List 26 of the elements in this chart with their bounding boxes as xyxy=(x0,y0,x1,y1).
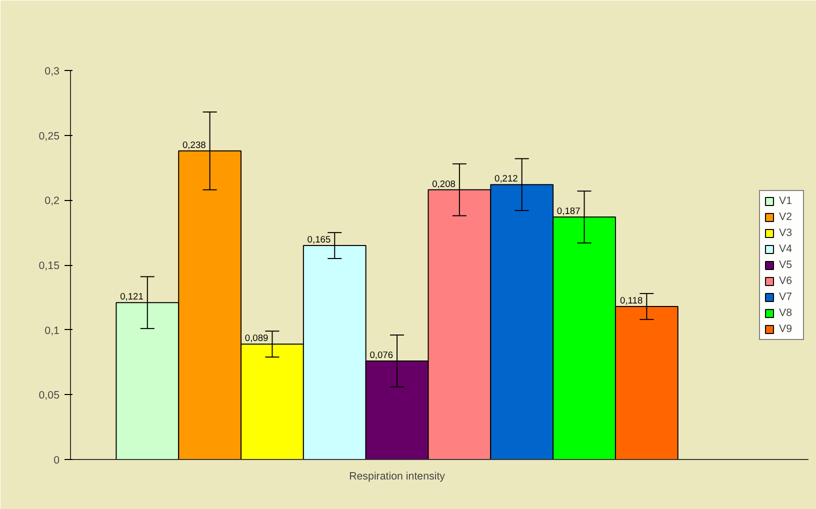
data-label: 0,238 xyxy=(182,140,206,150)
legend-label: V9 xyxy=(779,322,794,334)
data-label: 0,212 xyxy=(494,174,518,184)
y-tick-label: 0 xyxy=(54,454,60,466)
legend-label: V4 xyxy=(779,242,794,254)
legend-label: V7 xyxy=(779,290,794,302)
y-tick-label: 0,1 xyxy=(44,324,60,337)
y-tick-label: 0,3 xyxy=(44,66,60,78)
legend-label: V8 xyxy=(779,306,794,318)
data-label: 0,118 xyxy=(620,295,643,306)
legend-label: V2 xyxy=(779,210,794,222)
legend-label: V1 xyxy=(779,194,794,206)
data-label: 0,121 xyxy=(120,292,144,302)
data-label: 0,165 xyxy=(307,234,331,245)
data-label: 0,089 xyxy=(244,333,268,344)
y-tick-label: 0,05 xyxy=(38,390,60,402)
legend-label: V6 xyxy=(779,274,794,286)
data-label: 0,187 xyxy=(556,206,580,216)
legend-label: V5 xyxy=(779,258,794,270)
data-label: 0,208 xyxy=(432,178,456,189)
y-tick-label: 0,2 xyxy=(44,195,60,208)
data-label: 0,076 xyxy=(370,350,394,360)
y-tick-label: 0,25 xyxy=(38,130,60,142)
y-tick-label: 0,15 xyxy=(38,260,60,272)
legend-label: V3 xyxy=(779,226,794,238)
x-tick-label: Respiration intensity xyxy=(349,470,446,482)
